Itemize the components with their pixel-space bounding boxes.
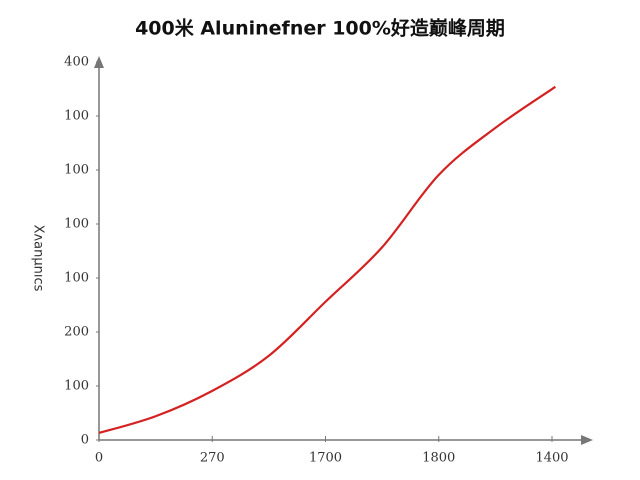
y-tick-label: 100 <box>64 379 89 394</box>
y-tick-label: 200 <box>64 325 89 340</box>
y-tick-label: 100 <box>64 163 89 178</box>
y-tick-label: 400 <box>64 55 89 70</box>
x-tick-label: 1400 <box>535 451 568 466</box>
y-axis-label: Xʌanµnıcs <box>31 225 46 292</box>
x-tick-label: 1700 <box>309 451 342 466</box>
y-tick-label: 100 <box>64 109 89 124</box>
x-arrow <box>581 435 593 445</box>
x-tick-label: 270 <box>200 451 225 466</box>
x-tick-label: 1800 <box>422 451 455 466</box>
chart-title: 400米 Aluninefner 100%好造巅峰周期 <box>135 17 505 40</box>
x-tick-label: 0 <box>95 451 103 466</box>
y-tick-label: 100 <box>64 217 89 232</box>
y-tick-label: 0 <box>81 433 89 448</box>
y-tick-label: 100 <box>64 271 89 286</box>
line <box>98 85 557 435</box>
